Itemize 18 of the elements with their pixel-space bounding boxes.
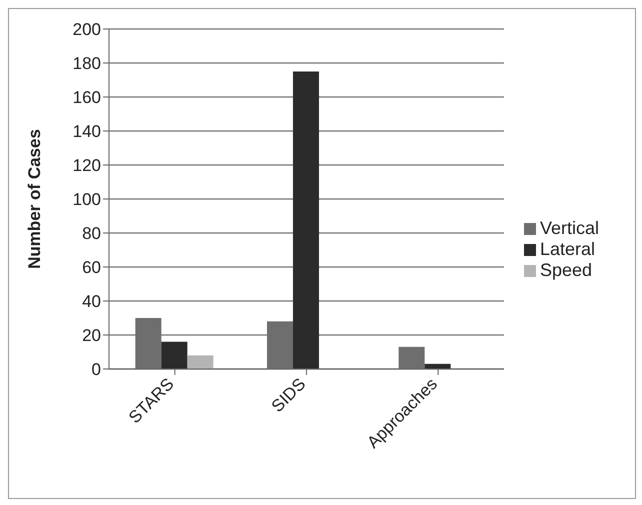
y-tick-label: 40 <box>82 292 101 312</box>
y-tick-label: 180 <box>72 54 101 74</box>
bar <box>161 342 188 369</box>
y-tick-label: 140 <box>72 122 101 142</box>
legend-label: Vertical <box>540 218 599 238</box>
legend-label: Lateral <box>540 238 596 258</box>
y-tick-label: 100 <box>72 190 101 210</box>
y-tick-label: 120 <box>72 156 101 176</box>
y-tick-label: 80 <box>82 224 101 244</box>
legend-label: Speed <box>540 260 592 280</box>
y-tick-label: 0 <box>92 360 101 380</box>
y-tick-label: 60 <box>82 258 101 278</box>
y-tick-label: 200 <box>72 20 101 40</box>
bar <box>292 72 319 369</box>
y-tick-label: 160 <box>72 88 101 108</box>
y-tick-label: 20 <box>82 326 101 346</box>
bar <box>187 355 214 369</box>
y-axis-title: Number of Cases <box>25 129 44 269</box>
